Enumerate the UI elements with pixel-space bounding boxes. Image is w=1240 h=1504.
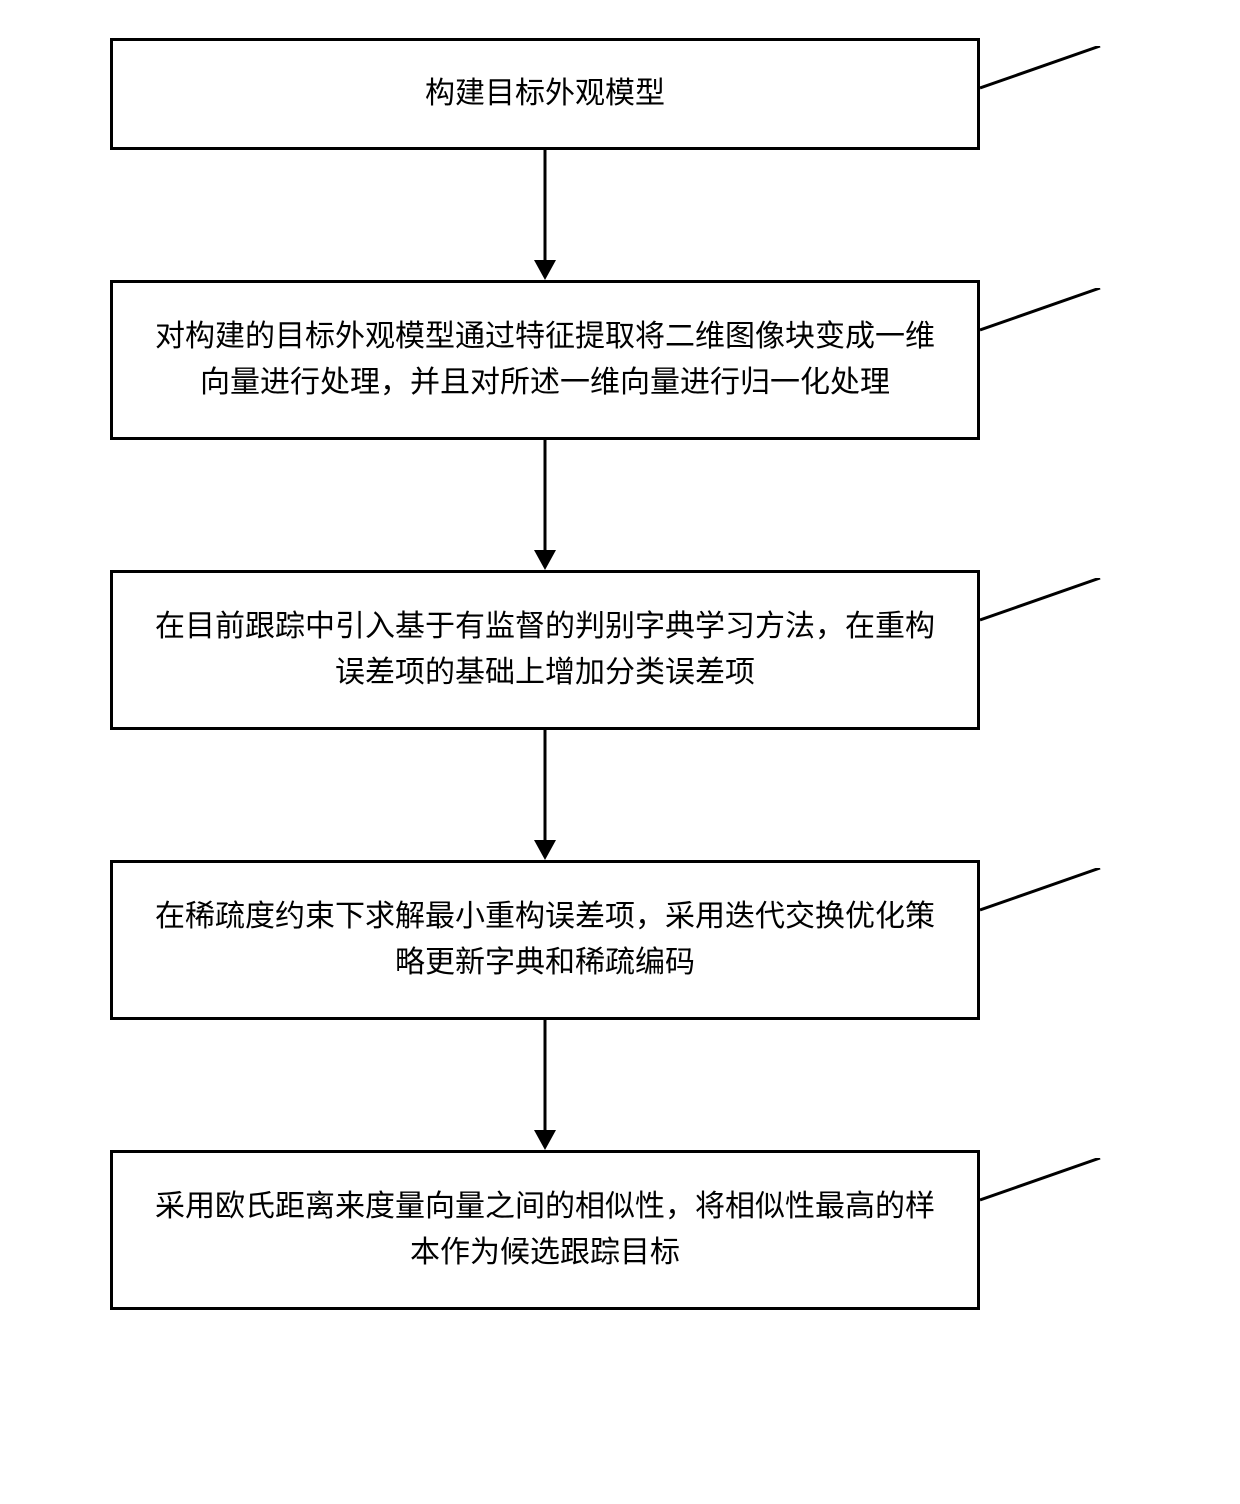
flow-box-text: 在目前跟踪中引入基于有监督的判别字典学习方法，在重构误差项的基础上增加分类误差项 <box>143 604 947 697</box>
flow-step: 在目前跟踪中引入基于有监督的判别字典学习方法，在重构误差项的基础上增加分类误差项… <box>110 570 1130 730</box>
leader-line-icon <box>980 288 1160 338</box>
arrow-down-icon <box>110 440 980 570</box>
leader-line-icon <box>980 46 1160 96</box>
flow-box-text: 在稀疏度约束下求解最小重构误差项，采用迭代交换优化策略更新字典和稀疏编码 <box>143 894 947 987</box>
flow-box-text: 对构建的目标外观模型通过特征提取将二维图像块变成一维向量进行处理，并且对所述一维… <box>143 314 947 407</box>
flow-step: 采用欧氏距离来度量向量之间的相似性，将相似性最高的样本作为候选跟踪目标 S105 <box>110 1150 1130 1310</box>
flow-box-s104: 在稀疏度约束下求解最小重构误差项，采用迭代交换优化策略更新字典和稀疏编码 <box>110 860 980 1020</box>
arrow-down-icon <box>110 730 980 860</box>
flow-box-text: 采用欧氏距离来度量向量之间的相似性，将相似性最高的样本作为候选跟踪目标 <box>143 1184 947 1277</box>
arrow-down-icon <box>110 1020 980 1150</box>
leader-line-icon <box>980 578 1160 628</box>
flow-step: 对构建的目标外观模型通过特征提取将二维图像块变成一维向量进行处理，并且对所述一维… <box>110 280 1130 440</box>
flow-step: 构建目标外观模型 S101 <box>110 38 1130 150</box>
flow-box-s103: 在目前跟踪中引入基于有监督的判别字典学习方法，在重构误差项的基础上增加分类误差项 <box>110 570 980 730</box>
leader-line-icon <box>980 1158 1160 1208</box>
flowchart-container: 构建目标外观模型 S101 对构建的目标外观模型通过特征提取将二维图像块变成一维… <box>110 38 1130 1310</box>
flow-step: 在稀疏度约束下求解最小重构误差项，采用迭代交换优化策略更新字典和稀疏编码 S10… <box>110 860 1130 1020</box>
arrow-down-icon <box>110 150 980 280</box>
flow-box-s105: 采用欧氏距离来度量向量之间的相似性，将相似性最高的样本作为候选跟踪目标 <box>110 1150 980 1310</box>
flow-box-s101: 构建目标外观模型 <box>110 38 980 150</box>
leader-line-icon <box>980 868 1160 918</box>
flow-box-s102: 对构建的目标外观模型通过特征提取将二维图像块变成一维向量进行处理，并且对所述一维… <box>110 280 980 440</box>
flow-box-text: 构建目标外观模型 <box>425 71 665 118</box>
